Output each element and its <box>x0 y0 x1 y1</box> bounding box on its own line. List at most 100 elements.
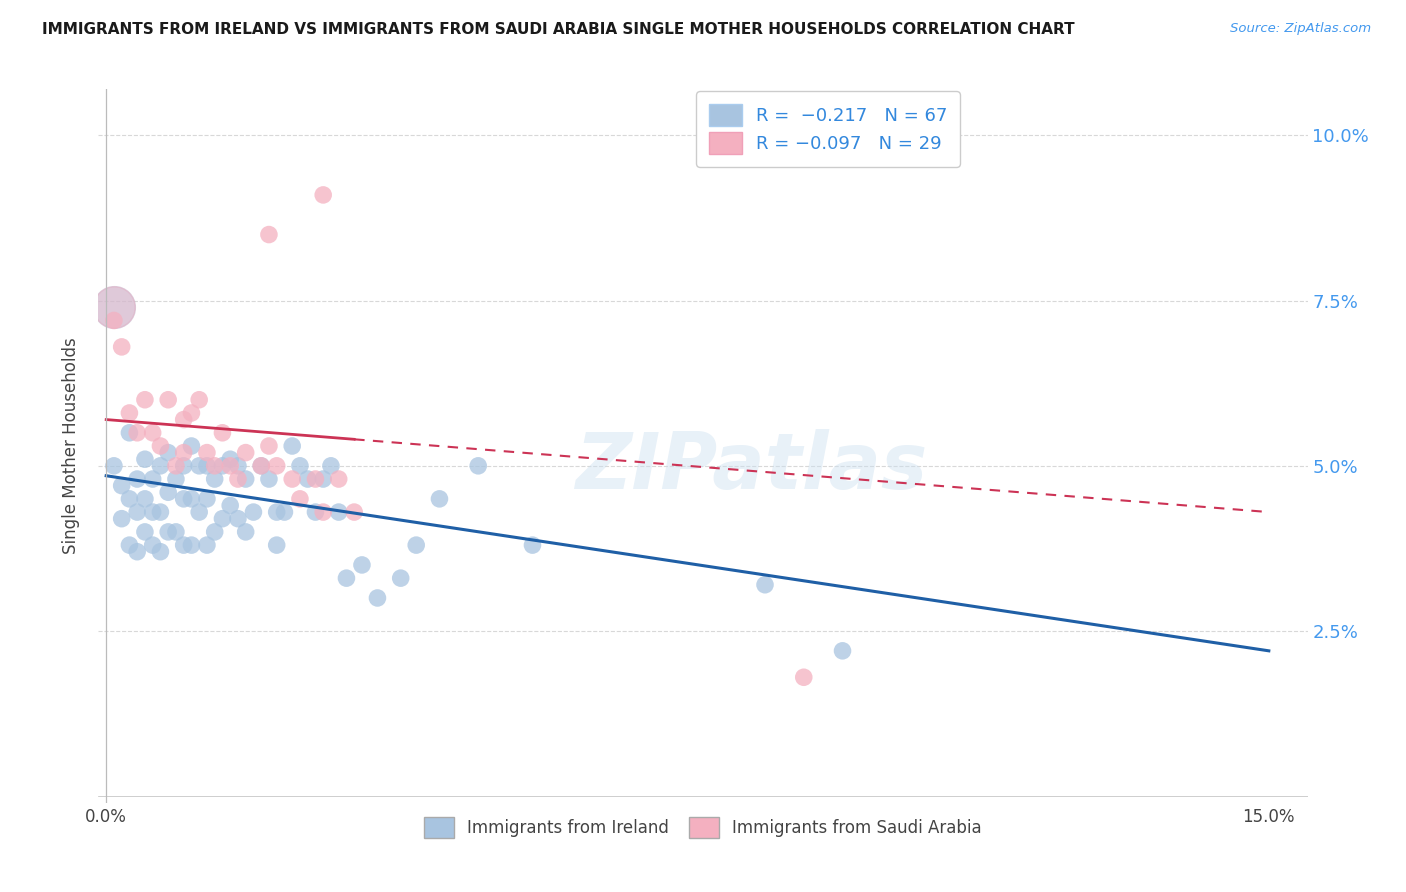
Point <box>250 458 273 473</box>
Point <box>257 439 280 453</box>
Point <box>180 439 202 453</box>
Point <box>304 472 326 486</box>
Point <box>204 458 226 473</box>
Point <box>173 491 195 506</box>
Point <box>266 505 288 519</box>
Point <box>157 445 180 459</box>
Y-axis label: Single Mother Households: Single Mother Households <box>62 338 80 554</box>
Point <box>297 472 319 486</box>
Point <box>157 485 180 500</box>
Point <box>304 505 326 519</box>
Point <box>165 472 187 486</box>
Point <box>173 445 195 459</box>
Point <box>111 511 134 525</box>
Point <box>127 505 149 519</box>
Point <box>149 458 172 473</box>
Point <box>250 458 273 473</box>
Point <box>266 458 288 473</box>
Point <box>226 511 249 525</box>
Text: ZIPatlas: ZIPatlas <box>575 429 928 506</box>
Point <box>157 524 180 539</box>
Point <box>195 491 218 506</box>
Point <box>134 392 156 407</box>
Text: Source: ZipAtlas.com: Source: ZipAtlas.com <box>1230 22 1371 36</box>
Point <box>335 571 357 585</box>
Point <box>288 458 311 473</box>
Point <box>127 425 149 440</box>
Point <box>522 538 544 552</box>
Point <box>195 445 218 459</box>
Point <box>134 452 156 467</box>
Point <box>389 571 412 585</box>
Point <box>288 491 311 506</box>
Point <box>219 452 242 467</box>
Point <box>103 313 125 327</box>
Legend: Immigrants from Ireland, Immigrants from Saudi Arabia: Immigrants from Ireland, Immigrants from… <box>418 811 988 845</box>
Point <box>103 300 125 314</box>
Point <box>103 300 125 314</box>
Point <box>235 524 257 539</box>
Point <box>173 538 195 552</box>
Point <box>103 458 125 473</box>
Point <box>149 505 172 519</box>
Point <box>118 406 141 420</box>
Point <box>312 188 335 202</box>
Point <box>257 227 280 242</box>
Point <box>188 458 211 473</box>
Point <box>127 472 149 486</box>
Point <box>328 505 350 519</box>
Point <box>118 491 141 506</box>
Point <box>319 458 342 473</box>
Point <box>754 578 776 592</box>
Point <box>180 538 202 552</box>
Point <box>257 472 280 486</box>
Point <box>242 505 264 519</box>
Point <box>312 505 335 519</box>
Point <box>211 458 233 473</box>
Point <box>149 439 172 453</box>
Point <box>328 472 350 486</box>
Point <box>405 538 427 552</box>
Point <box>142 538 165 552</box>
Point <box>235 445 257 459</box>
Point <box>273 505 295 519</box>
Point <box>165 524 187 539</box>
Point <box>831 644 853 658</box>
Point <box>226 458 249 473</box>
Point <box>142 472 165 486</box>
Point <box>165 458 187 473</box>
Point <box>266 538 288 552</box>
Point <box>235 472 257 486</box>
Point <box>219 458 242 473</box>
Point <box>180 406 202 420</box>
Point <box>127 545 149 559</box>
Point <box>118 425 141 440</box>
Point <box>173 458 195 473</box>
Point <box>118 538 141 552</box>
Point <box>173 412 195 426</box>
Point <box>793 670 815 684</box>
Point <box>204 472 226 486</box>
Point <box>180 491 202 506</box>
Point <box>142 425 165 440</box>
Point <box>343 505 366 519</box>
Point <box>211 511 233 525</box>
Point <box>195 458 218 473</box>
Point <box>219 499 242 513</box>
Point <box>111 478 134 492</box>
Point <box>281 439 304 453</box>
Point <box>134 491 156 506</box>
Point <box>134 524 156 539</box>
Point <box>195 538 218 552</box>
Point <box>149 545 172 559</box>
Point <box>188 505 211 519</box>
Point <box>188 392 211 407</box>
Point <box>157 392 180 407</box>
Point <box>467 458 489 473</box>
Point <box>142 505 165 519</box>
Text: IMMIGRANTS FROM IRELAND VS IMMIGRANTS FROM SAUDI ARABIA SINGLE MOTHER HOUSEHOLDS: IMMIGRANTS FROM IRELAND VS IMMIGRANTS FR… <box>42 22 1074 37</box>
Point <box>211 425 233 440</box>
Point <box>204 524 226 539</box>
Point <box>111 340 134 354</box>
Point <box>366 591 388 605</box>
